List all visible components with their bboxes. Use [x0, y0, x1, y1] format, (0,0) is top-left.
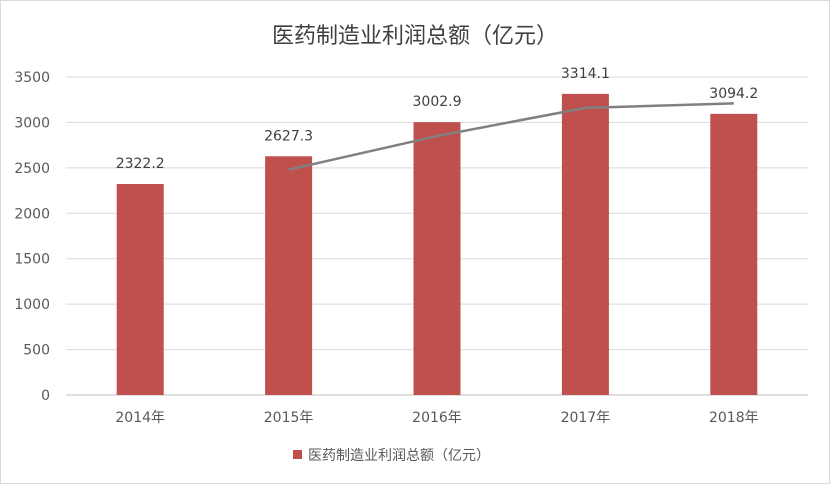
x-tick-label: 2018年	[709, 410, 759, 426]
trend-line	[288, 102, 734, 171]
x-tick-label: 2015年	[264, 410, 314, 426]
data-label: 3002.9	[413, 94, 462, 110]
data-label: 2627.3	[264, 128, 313, 144]
data-label: 2322.2	[116, 156, 165, 172]
bar	[265, 156, 313, 395]
x-axis-ticks: 2014年 2015年 2016年 2017年 2018年	[115, 410, 758, 426]
chart-title: 医药制造业利润总额（亿元）	[272, 24, 558, 49]
y-tick-label: 2000	[14, 206, 50, 222]
y-tick-label: 1500	[14, 252, 50, 268]
bar	[561, 93, 609, 395]
y-tick-label: 3000	[14, 115, 50, 131]
bar	[710, 113, 758, 396]
y-axis-ticks: 0 500 1000 1500 2000 2500 3000 3500	[14, 70, 50, 404]
x-tick-label: 2016年	[412, 410, 462, 426]
legend-swatch	[293, 450, 302, 459]
data-label: 3094.2	[709, 86, 758, 102]
x-tick-label: 2014年	[115, 410, 165, 426]
data-label: 3314.1	[561, 66, 610, 82]
trend-line-path	[288, 102, 734, 171]
bar	[413, 122, 461, 395]
y-tick-label: 1000	[14, 297, 50, 313]
y-tick-label: 3500	[14, 70, 50, 86]
bars	[116, 93, 758, 396]
data-labels: 2322.2 2627.3 3002.9 3314.1 3094.2	[116, 66, 759, 172]
y-tick-label: 0	[41, 388, 50, 404]
legend-label: 医药制造业利润总额（亿元）	[308, 448, 490, 464]
y-tick-label: 2500	[14, 161, 50, 177]
legend: 医药制造业利润总额（亿元）	[293, 448, 490, 464]
x-tick-label: 2017年	[561, 410, 611, 426]
bar	[116, 184, 164, 395]
y-tick-label: 500	[23, 343, 50, 359]
